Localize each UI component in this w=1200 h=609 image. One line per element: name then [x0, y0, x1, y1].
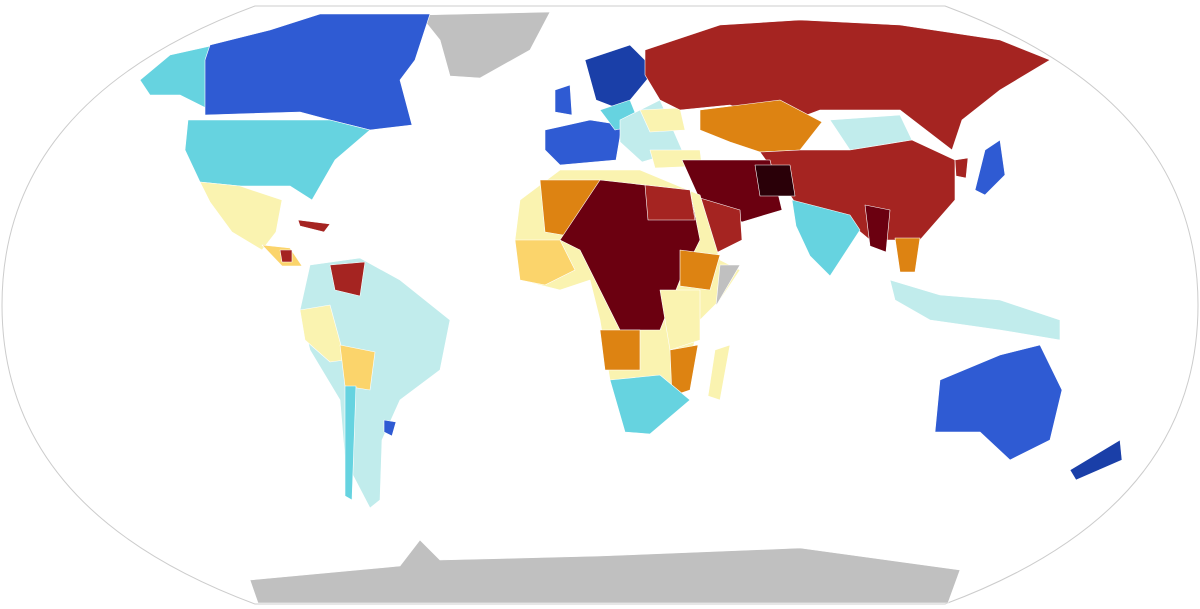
angola: [599, 329, 641, 371]
east-africa: [659, 289, 701, 351]
venezuela: [329, 261, 366, 297]
southern-africa: [609, 374, 691, 435]
south-america: [299, 257, 451, 509]
india: [791, 199, 861, 277]
mozambique: [669, 344, 699, 397]
nicaragua: [279, 249, 293, 263]
greenland: [419, 11, 551, 79]
indochina: [894, 237, 921, 273]
peru: [299, 304, 346, 363]
korea: [954, 157, 969, 179]
bolivia: [339, 344, 376, 391]
australia: [934, 344, 1063, 461]
russia: [644, 19, 1051, 151]
egypt: [644, 184, 696, 221]
chile: [344, 385, 357, 501]
indonesia: [889, 279, 1061, 341]
scandinavia: [584, 44, 656, 111]
canada: [204, 13, 431, 131]
japan: [974, 139, 1006, 196]
western-europe: [544, 119, 623, 166]
somalia: [715, 264, 741, 307]
uruguay: [383, 419, 397, 437]
cuba: [297, 219, 331, 233]
madagascar: [707, 344, 731, 401]
united-kingdom: [554, 84, 573, 116]
ethiopia: [679, 249, 721, 291]
west-africa: [514, 239, 576, 286]
united-states: [184, 119, 371, 201]
antarctica: [249, 539, 961, 604]
new-zealand: [1069, 439, 1123, 481]
mexico: [199, 181, 283, 251]
afghanistan: [754, 164, 796, 197]
myanmar: [864, 204, 891, 253]
ukraine: [639, 107, 686, 133]
